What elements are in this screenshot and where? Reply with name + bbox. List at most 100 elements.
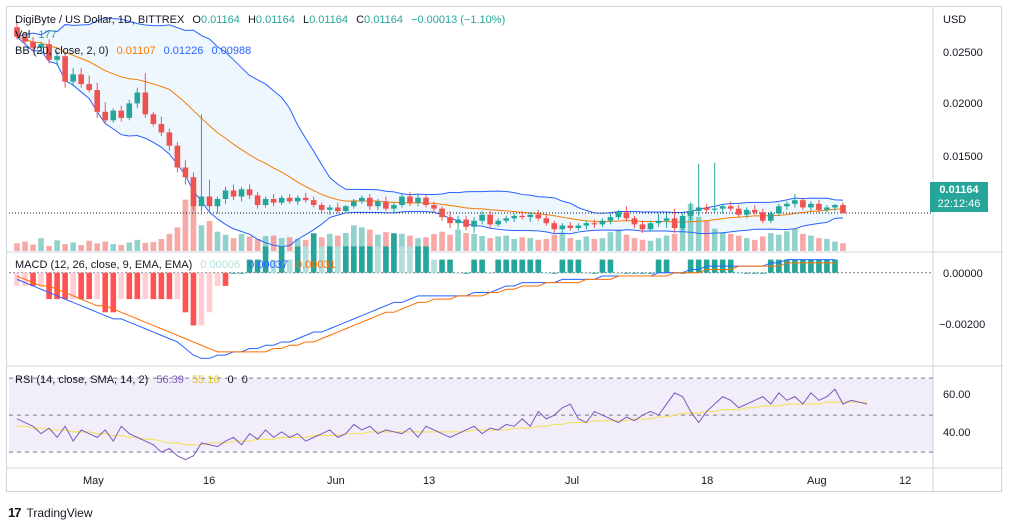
volume-bar <box>792 228 798 251</box>
macd-histogram-bar <box>399 246 405 273</box>
bb-legend: BB (20, close, 2, 0) 0.01107 0.01226 0.0… <box>15 44 256 58</box>
volume-bar <box>142 242 149 251</box>
candle-body <box>359 197 365 202</box>
macd-histogram-bar <box>375 246 381 273</box>
macd-histogram-bar <box>102 272 109 313</box>
volume-bar <box>487 238 493 251</box>
chart-canvas[interactable] <box>7 7 1003 493</box>
countdown-value: 22:12:46 <box>937 198 981 210</box>
rsi-tick-1: 40.00 <box>943 427 971 439</box>
candle-body <box>776 206 782 214</box>
candle-body <box>583 223 590 226</box>
volume-bar <box>751 239 758 251</box>
candle-body <box>150 114 157 124</box>
volume-bar <box>575 239 582 251</box>
tradingview-mark-icon: 17 <box>8 505 22 520</box>
macd-histogram-bar <box>743 272 750 274</box>
bb-basis-line <box>16 36 843 223</box>
volume-bar <box>118 245 125 251</box>
volume-bar <box>150 242 157 251</box>
change-value: −0.00013 (−1.10%) <box>411 14 506 26</box>
candle-body <box>832 205 838 208</box>
candle-body <box>463 219 469 227</box>
tradingview-logo[interactable]: 17 TradingView <box>8 505 93 520</box>
macd-histogram-bar <box>302 246 309 273</box>
macd-histogram-bar <box>463 272 469 274</box>
macd-legend: MACD (12, 26, close, 9, EMA, EMA) 0.0000… <box>15 258 341 272</box>
volume-bar <box>655 238 662 251</box>
volume-bar <box>14 243 20 251</box>
macd-histogram-bar <box>551 272 558 274</box>
candle-body <box>511 215 518 219</box>
candle-body <box>375 201 381 207</box>
volume-bar <box>503 235 509 251</box>
volume-bar <box>543 239 550 251</box>
macd-histogram-bar <box>695 259 702 273</box>
candle-body <box>367 197 373 207</box>
candle-body <box>792 200 798 204</box>
volume-bar <box>663 235 670 251</box>
candle-body <box>351 201 357 207</box>
close-label: C <box>356 14 365 26</box>
chart-frame: DigiByte / US Dollar, 1D, BITTREX O 0.011… <box>6 6 1003 493</box>
rsi-tick-0: 60.00 <box>943 389 971 401</box>
macd-histogram-bar <box>832 259 838 273</box>
volume-bar <box>375 234 381 251</box>
low-label: L <box>302 14 310 26</box>
candle-body <box>166 132 173 146</box>
candle-body <box>840 205 846 214</box>
candle-body <box>270 198 277 203</box>
volume-bar <box>687 203 694 251</box>
open-label: O <box>192 14 201 26</box>
close-value: 0.01164 <box>364 14 403 26</box>
volume-bar <box>238 233 245 251</box>
volume-bar <box>359 227 365 251</box>
bb-lower-value: 0.00988 <box>211 45 252 57</box>
volume-bar <box>86 240 92 251</box>
time-tick-5: 18 <box>701 475 714 487</box>
volume-bar <box>832 241 838 251</box>
macd-histogram-bar <box>816 259 822 273</box>
time-tick-7: 12 <box>899 475 912 487</box>
last-price-tag: 0.01164 22:12:46 <box>930 182 988 212</box>
rsi-value: 56.39 <box>156 374 184 386</box>
bb-label: BB (20, close, 2, 0) <box>15 45 109 57</box>
candle-body <box>824 207 830 210</box>
candle-body <box>142 92 149 115</box>
macd-histogram-bar <box>687 259 694 273</box>
candle-body <box>286 197 293 202</box>
candle-body <box>383 201 389 209</box>
candle-body <box>527 214 534 218</box>
candle-body <box>784 203 790 207</box>
macd-histogram-bar <box>310 233 317 273</box>
candle-body <box>198 196 205 207</box>
macd-histogram-bar <box>800 259 806 273</box>
candle-body <box>334 207 341 212</box>
volume-bar <box>334 235 341 251</box>
macd-histogram-bar <box>655 259 662 273</box>
volume-bar <box>551 234 558 251</box>
price-tick-0: 0.02500 <box>943 47 983 59</box>
candle-body <box>768 213 774 221</box>
macd-histogram-bar <box>342 246 349 273</box>
candle-body <box>399 196 405 206</box>
volume-bar <box>535 239 542 251</box>
macd-histogram-bar <box>487 272 493 274</box>
volume-bar <box>270 235 277 251</box>
macd-histogram-bar <box>206 272 213 313</box>
volume-bar <box>703 221 710 251</box>
macd-histogram-bar <box>126 272 133 300</box>
macd-histogram-bar <box>559 259 566 273</box>
high-value: 0.01164 <box>255 14 295 26</box>
macd-histogram-bar <box>118 272 125 300</box>
candle-body <box>174 145 181 168</box>
candle-body <box>30 41 36 48</box>
candle-body <box>14 27 20 37</box>
macd-histogram-bar <box>639 272 646 274</box>
symbol-title: DigiByte / US Dollar, 1D, BITTREX <box>15 14 185 26</box>
volume-bar <box>222 234 229 251</box>
volume-bar <box>262 236 269 251</box>
candle-body <box>671 218 678 229</box>
macd-histogram-bar <box>62 272 68 300</box>
macd-histogram-bar <box>318 246 325 273</box>
